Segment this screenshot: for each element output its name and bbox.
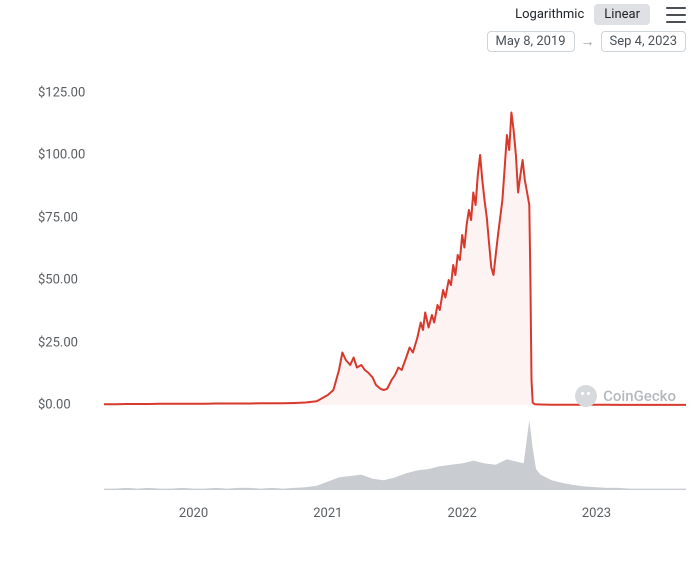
date-from-input[interactable]: May 8, 2019: [487, 31, 575, 52]
watermark-text: CoinGecko: [603, 387, 676, 405]
scale-logarithmic-button[interactable]: Logarithmic: [505, 4, 594, 25]
coingecko-logo-icon: [575, 385, 597, 407]
x-axis-ticks: 2020 2021 2022 2023: [14, 500, 686, 530]
x-tick-label: 2022: [448, 506, 477, 521]
volume-silhouette: [104, 420, 686, 490]
arrow-right-icon: →: [581, 33, 595, 50]
chart-menu-icon[interactable]: [666, 7, 686, 23]
chart-controls: Logarithmic Linear May 8, 2019 → Sep 4, …: [487, 4, 686, 52]
volume-svg: [14, 70, 686, 490]
date-range-row: May 8, 2019 → Sep 4, 2023: [487, 31, 686, 52]
scale-toggle: Logarithmic Linear: [505, 4, 650, 25]
scale-linear-button[interactable]: Linear: [594, 4, 650, 25]
coingecko-watermark: CoinGecko: [575, 385, 676, 407]
price-chart: $0.00$25.00$50.00$75.00$100.00$125.00 Co…: [14, 70, 686, 490]
x-tick-label: 2023: [582, 506, 611, 521]
x-tick-label: 2020: [179, 506, 208, 521]
scale-toggle-row: Logarithmic Linear: [505, 4, 686, 25]
x-tick-label: 2021: [313, 506, 342, 521]
date-to-input[interactable]: Sep 4, 2023: [601, 31, 686, 52]
